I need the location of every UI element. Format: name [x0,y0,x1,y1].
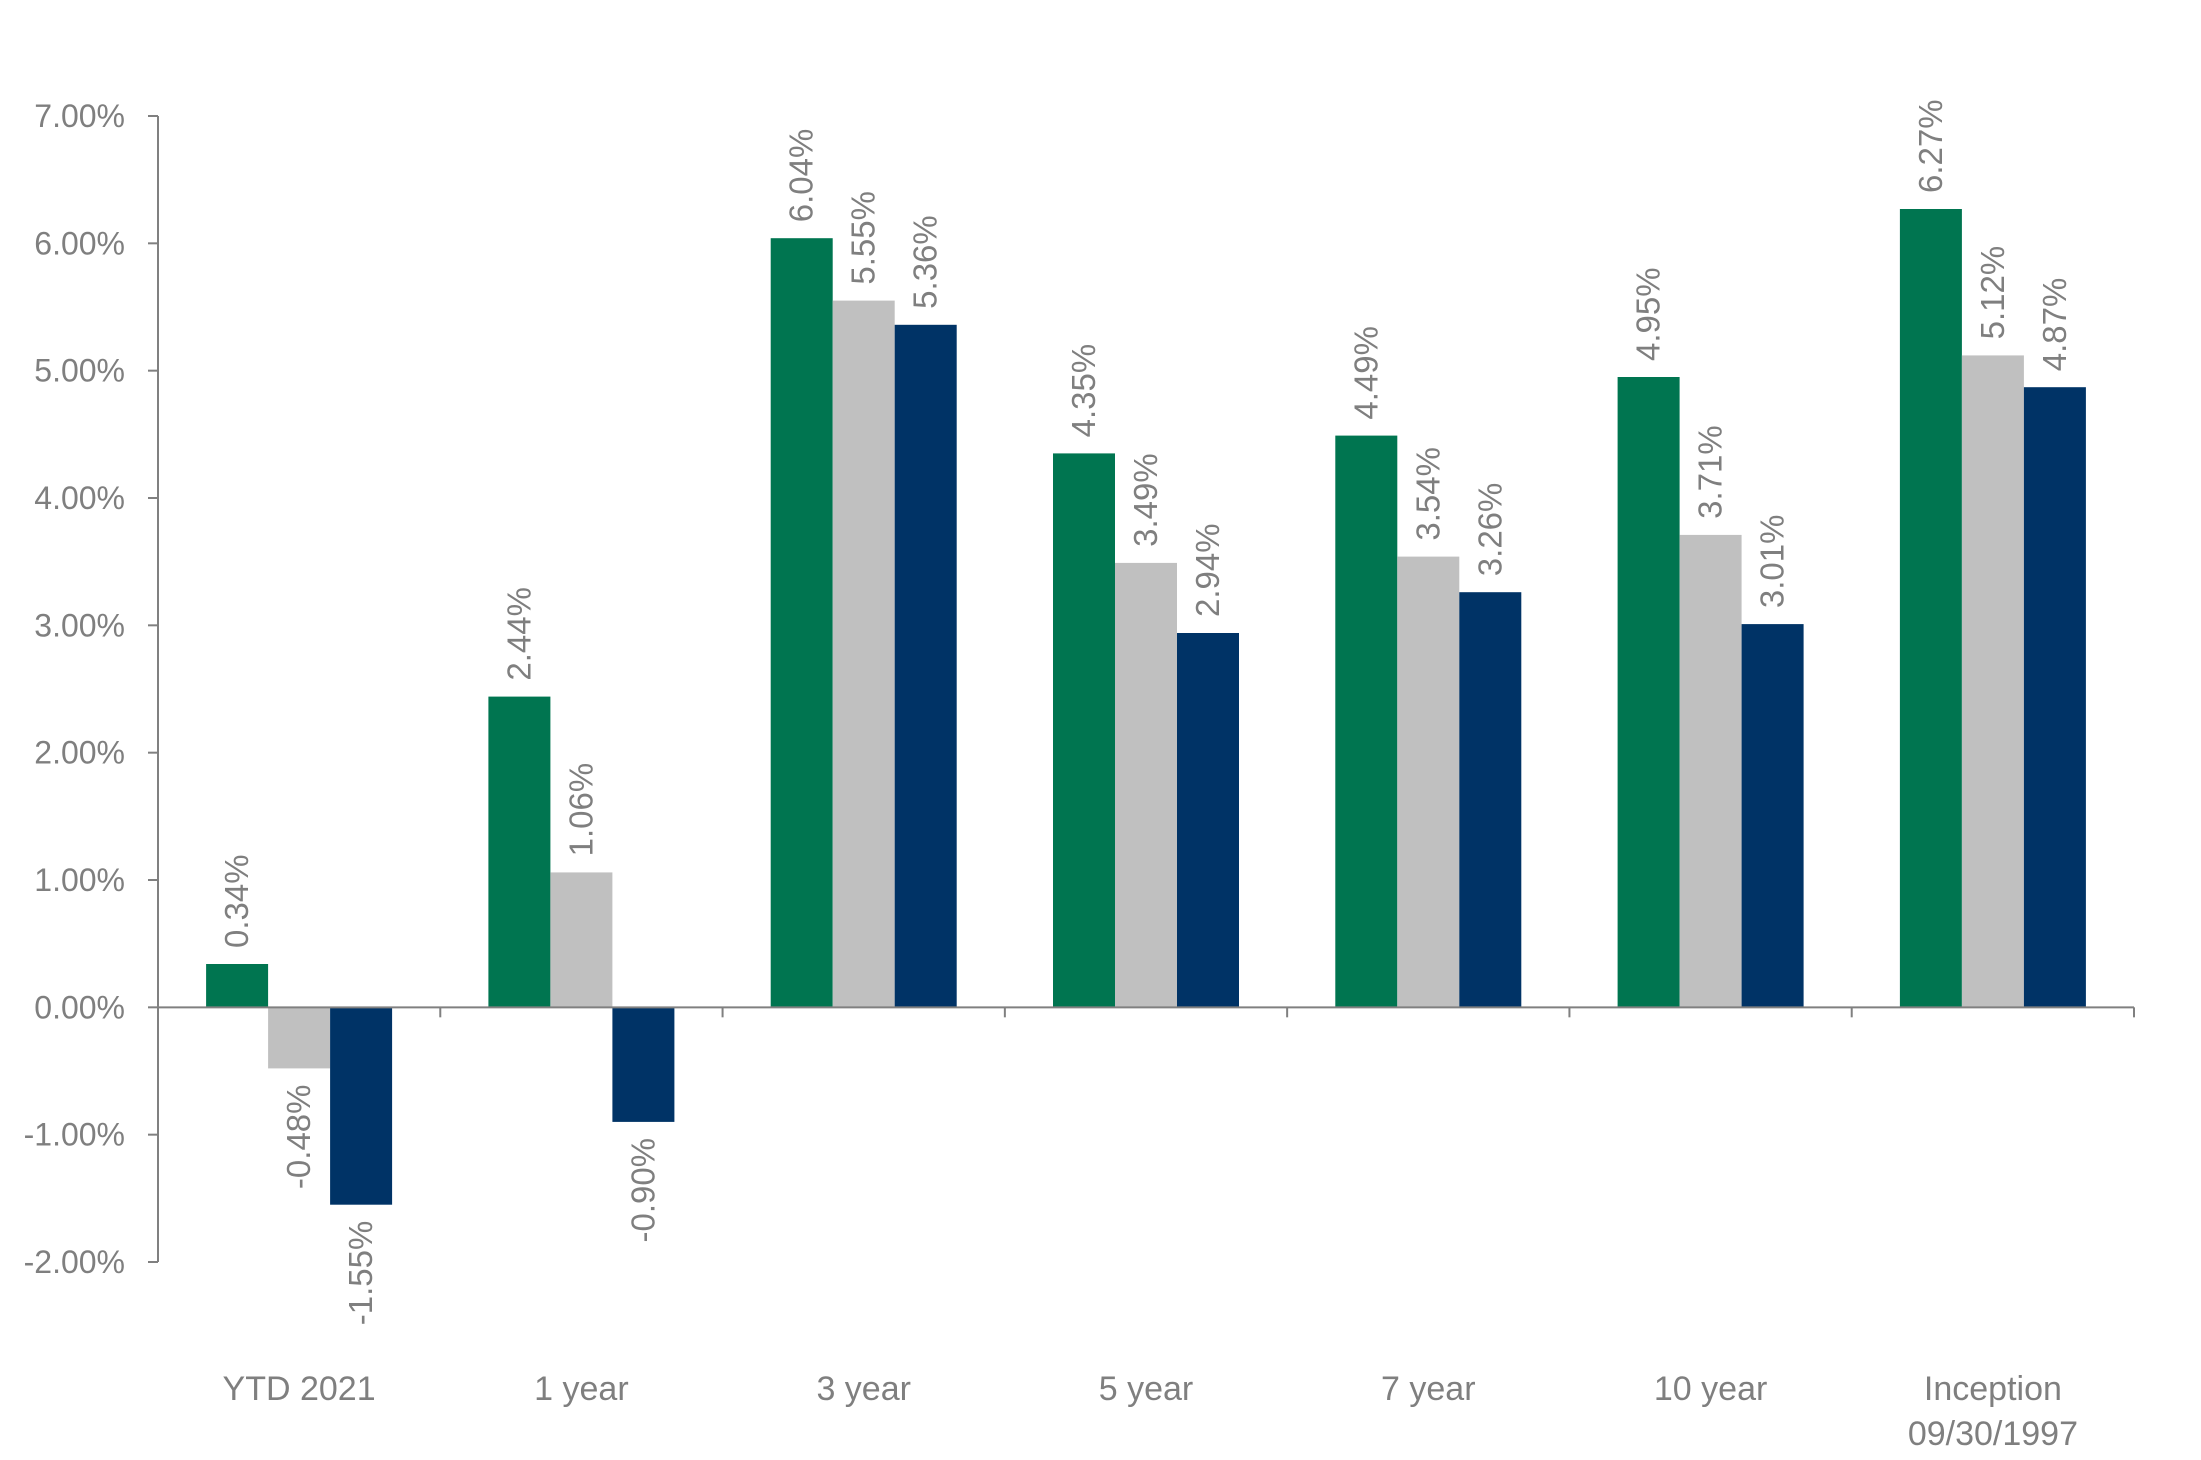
bar [770,238,833,1008]
bar [1177,633,1239,1008]
x-tick-label: 5 year [1099,1370,1194,1408]
y-tick-label: 4.00% [34,480,125,516]
bar [206,964,269,1008]
x-tick-label: 3 year [816,1370,911,1408]
data-label: 2.44% [500,587,537,681]
bar [1459,592,1522,1008]
x-tick-label: YTD 2021 [223,1370,376,1408]
data-label: 6.27% [1912,99,1949,193]
data-label: 3.49% [1127,453,1164,547]
y-tick-label: -2.00% [24,1244,125,1280]
bar [1115,562,1177,1008]
bar [1741,624,1804,1008]
bar [1053,453,1115,1008]
data-label: 5.12% [1974,246,2011,340]
data-label: 2.94% [1189,523,1226,617]
x-tick-label: 09/30/1997 [1908,1415,2078,1453]
x-tick-labels: YTD 2021 1 year 3 year 5 year 7 year 10 year I… [223,1370,2078,1453]
data-label: 3.71% [1692,425,1729,519]
data-label: 3.26% [1471,483,1508,577]
bar [1679,534,1742,1008]
axes-group [148,115,2135,1263]
x-tick-label: Inception [1924,1370,2062,1408]
data-label: 3.54% [1409,447,1446,541]
y-tick-label: 7.00% [34,98,125,134]
data-label: 0.34% [218,854,255,948]
y-tick-label: -1.00% [24,1117,125,1153]
data-label: -1.55% [342,1221,379,1326]
data-label: 4.95% [1630,267,1667,361]
y-tick-label: 0.00% [34,989,125,1025]
x-tick-label: 7 year [1381,1370,1476,1408]
data-labels: 0.34% 2.44% 6.04% 4.35% 4.49% 4.95% 6.27% -0.48… [218,99,2073,1325]
data-label: 1.06% [562,763,599,857]
bar [1899,209,1962,1008]
bar [2023,387,2086,1008]
bar [1961,355,2024,1008]
data-label: 5.36% [907,215,944,309]
bar [268,1007,331,1069]
bar [612,1007,675,1122]
data-label: 6.04% [783,129,820,223]
data-label: 4.49% [1347,326,1384,420]
bar [832,300,895,1008]
y-tick-label: 6.00% [34,225,125,261]
y-tick-label: 3.00% [34,607,125,643]
bar [894,324,957,1008]
y-tick-labels: 7.00% 6.00% 5.00% 4.00% 3.00% 2.00% 1.00% 0.00%… [24,98,125,1280]
y-tick-label: 5.00% [34,353,125,389]
bar [1397,556,1460,1008]
x-tick-label: 10 year [1654,1370,1767,1408]
bars-group [206,209,2086,1205]
bar [550,872,613,1008]
y-tick-label: 1.00% [34,862,125,898]
data-label: 5.55% [845,191,882,285]
data-label: -0.90% [624,1138,661,1243]
bar [1335,435,1398,1008]
data-label: 4.87% [2036,278,2073,372]
bar [1617,377,1680,1008]
data-label: -0.48% [280,1085,317,1190]
y-tick-label: 2.00% [34,735,125,771]
bar [488,696,551,1008]
data-label: 4.35% [1065,344,1102,438]
data-label: 3.01% [1754,515,1791,609]
x-tick-label: 1 year [534,1370,629,1408]
bar [330,1007,393,1205]
